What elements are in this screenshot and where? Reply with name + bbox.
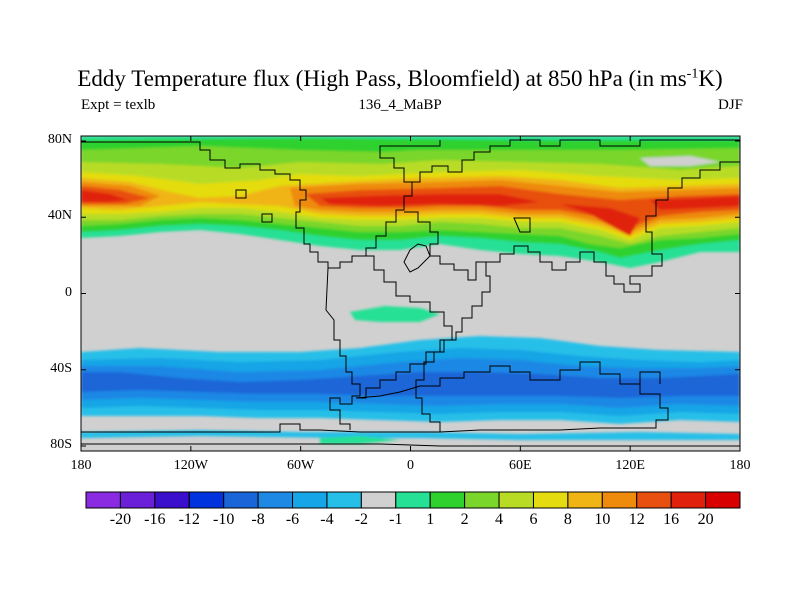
- colorbar-tick-label: 16: [663, 511, 680, 528]
- colorbar-tick-label: -16: [144, 511, 166, 528]
- colorbar-swatch: [464, 491, 500, 509]
- coastline-north-america: [81, 140, 441, 269]
- colorbar: [85, 491, 741, 509]
- coastline-australia-north: [639, 371, 661, 384]
- season-label: DJF: [717, 97, 743, 113]
- axis-ticks: [80, 136, 741, 451]
- colorbar-tick-label: -1: [389, 511, 403, 528]
- contour-fill-minus-8: [81, 378, 150, 388]
- run-id-label: 136_4_MaBP: [358, 97, 442, 113]
- colorbar-swatch: [119, 491, 156, 509]
- coastline-south-america-east: [356, 255, 453, 399]
- colorbar-swatch: [188, 491, 225, 509]
- colorbar-swatch: [498, 491, 534, 509]
- coastline-mediterranean: [403, 243, 431, 273]
- y-tick-label: 40S: [50, 360, 72, 376]
- y-tick-label: 40N: [47, 208, 72, 224]
- colorbar-tick-label: -12: [178, 511, 200, 528]
- y-tick-label: 0: [65, 284, 72, 300]
- colorbar-swatch: [532, 491, 569, 509]
- experiment-label: Expt = texlb: [81, 97, 156, 113]
- colorbar-tick-label: 1: [426, 511, 435, 528]
- y-tick-label: 80S: [50, 437, 72, 452]
- y-tick-label: 80N: [47, 132, 72, 147]
- coastline-eurasia-north: [412, 139, 740, 183]
- colorbar-tick-label: 12: [628, 511, 645, 528]
- colorbar-swatch: [636, 491, 672, 509]
- colorbar-swatch: [257, 491, 294, 509]
- colorbar-tick-label: -6: [285, 511, 300, 528]
- x-tick-label: 180: [70, 458, 92, 473]
- x-tick-label: 120W: [173, 458, 208, 473]
- coastline-africa-west: [404, 211, 491, 432]
- colorbar-tick-label: -8: [251, 511, 265, 528]
- colorbar-swatch: [326, 491, 362, 509]
- colorbar-tick-label: -4: [320, 511, 334, 528]
- contour-fill-20-asia: [560, 204, 640, 236]
- title-main: Eddy Temperature flux (High Pass, Bloomf…: [77, 66, 687, 91]
- colorbar-tick-label: 20: [697, 511, 714, 528]
- colorbar-swatch: [601, 491, 638, 509]
- colorbar-swatch: [395, 491, 431, 509]
- colorbar-swatch: [154, 491, 190, 509]
- plot-title: Eddy Temperature flux (High Pass, Bloomf…: [0, 66, 800, 92]
- colorbar-swatch: [292, 491, 328, 509]
- colorbar-tick-label: 2: [460, 511, 469, 528]
- colorbar-swatch: [223, 491, 259, 509]
- contour-fill-20-atlantic: [320, 194, 540, 206]
- colorbar-tick-label: 4: [495, 511, 504, 528]
- coastline-antarctica-australia: [81, 361, 669, 433]
- colorbar-tick-label: 6: [529, 511, 538, 528]
- contour-fill-minus-6: [81, 372, 740, 398]
- contour-fill-20-npacific: [650, 196, 740, 210]
- colorbar-swatch: [360, 491, 397, 509]
- contour-fill-1-tropical: [350, 306, 440, 322]
- arctic-gap: [640, 156, 720, 166]
- colorbar-swatch: [567, 491, 603, 509]
- colorbar-swatch: [429, 491, 466, 509]
- coastline-island-a: [235, 189, 247, 199]
- coastline-south-america-west: [325, 267, 361, 430]
- title-unit-tail: K): [698, 66, 723, 91]
- southern-flux-band: [81, 336, 740, 424]
- northern-flux-band: [81, 136, 740, 268]
- title-superscript: -1: [686, 66, 699, 82]
- colorbar-tick-label: -2: [354, 511, 369, 528]
- coastline-island-b: [261, 213, 273, 223]
- coastline-caspian: [513, 217, 531, 233]
- colorbar-tick-label: 8: [563, 511, 572, 528]
- x-tick-label: 120E: [615, 458, 645, 473]
- contour-fill-minus-8-east: [700, 376, 740, 390]
- colorbar-tick-label: -10: [213, 511, 235, 528]
- x-tick-label: 60E: [509, 458, 532, 473]
- x-tick-label: 0: [407, 458, 414, 473]
- x-tick-label: 60W: [287, 458, 315, 473]
- colorbar-swatch: [85, 491, 121, 509]
- field-contours: [81, 136, 740, 451]
- x-tick-label: 180: [729, 458, 751, 473]
- antarctic-positive-patch: [320, 436, 400, 444]
- colorbar-swatch: [705, 491, 741, 509]
- coastline-asia-south: [486, 161, 740, 293]
- colorbar-tick-label: 10: [594, 511, 611, 528]
- colorbar-swatch: [670, 491, 707, 509]
- colorbar-tick-label: -20: [109, 511, 132, 528]
- contour-fill-20-pacific: [81, 190, 128, 202]
- tropical-flux-patch: [350, 306, 440, 322]
